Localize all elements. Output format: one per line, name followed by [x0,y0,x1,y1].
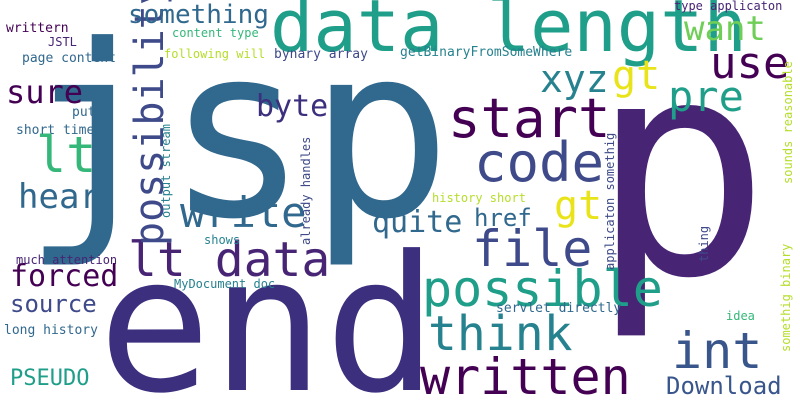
word-think: think [428,306,573,362]
word-somethig-binary: somethig binary [779,243,793,352]
word-much-attention: much attention [16,253,118,267]
word-long-history: long history [4,323,98,338]
word-writtern: writtern [6,21,69,36]
word-gt-mid: gt [554,183,603,229]
word-content-type: content type [172,26,259,40]
word-history-short: history short [432,191,526,205]
word-href: href [474,204,532,232]
word-get-binary: getBinaryFromSomeWhere [400,45,573,60]
word-sounds-reasonable: sounds reasonable [781,61,795,184]
word-write: write [180,188,307,237]
word-want: want [684,9,766,49]
word-something: something [128,0,269,30]
word-short-time: short time [16,123,95,138]
word-shows: shows [204,233,241,247]
word-idea: idea [726,309,755,323]
word-hear: hear [18,177,100,217]
word-forced: forced [10,259,119,294]
word-thing: thing [697,225,711,262]
word-bynary-array: bynary array [274,47,368,62]
word-int: int [672,322,763,380]
word-put: put [72,105,96,120]
word-output-stream: output stream [159,124,173,218]
word-type-applicaton: type applicaton [674,0,783,13]
word-file: file [472,220,593,278]
word-byte: byte [256,89,329,124]
word-code: code [474,131,605,194]
word-download: Download [666,372,782,400]
word-jstl: JSTL [48,35,77,49]
word-pseudo: PSEUDO [10,366,90,391]
word-end: end [98,216,438,400]
word-lt-data: lt data [128,232,331,288]
word-source: source [10,290,97,318]
word-page-content: page content [22,51,116,66]
word-data-length: data length [270,0,747,68]
word-already-handles: already handles [299,136,313,245]
word-xyz: xyz [540,57,609,101]
word-written: written [420,348,631,400]
word-p: p [590,0,771,344]
word-gt-top: gt [612,53,661,99]
word-start: start [448,87,611,150]
word-mydocument-doc: MyDocument doc [174,277,276,291]
word-jsp: jsp [22,0,452,272]
word-quite: quite [372,205,463,240]
word-possible: possible [422,260,663,318]
word-servlet-directly: servlet directly [496,301,622,316]
word-sure: sure [6,73,84,111]
word-applicaton-somethig: applicaton somethig [603,132,617,270]
word-lt: lt [36,126,97,184]
word-following-will: following will [164,47,266,61]
word-pre: pre [668,72,744,121]
word-use: use [710,38,790,89]
